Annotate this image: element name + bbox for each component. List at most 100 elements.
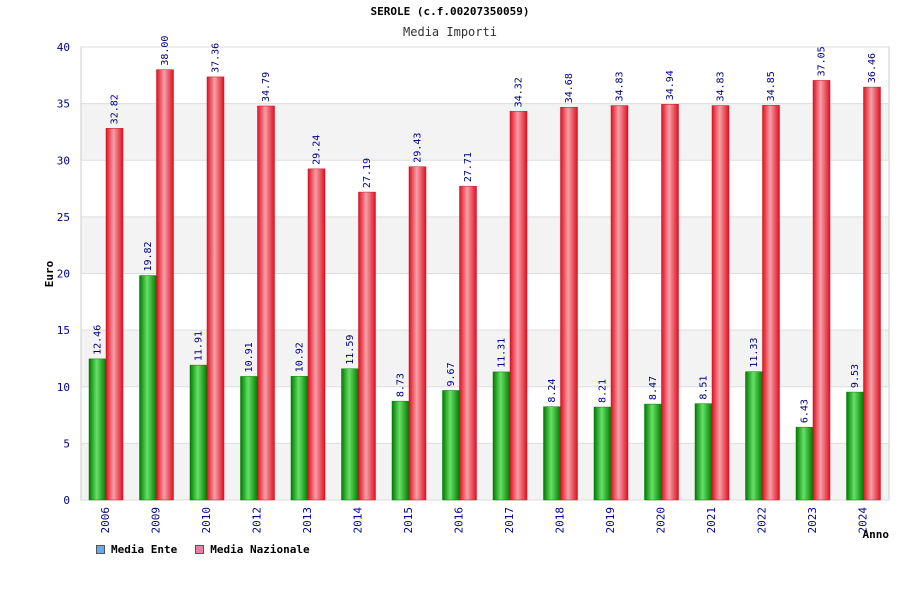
legend-item-nazionale: Media Nazionale xyxy=(195,543,310,556)
x-tick-label: 2012 xyxy=(251,507,264,534)
x-tick-label: 2006 xyxy=(99,507,112,534)
bar-media-nazionale xyxy=(307,168,326,501)
data-label: 8.24 xyxy=(547,379,558,403)
data-label: 9.53 xyxy=(850,364,861,388)
x-tick-label: 2022 xyxy=(756,507,769,534)
bar-media-ente xyxy=(290,376,309,501)
legend-item-ente: Media Ente xyxy=(96,543,177,556)
bar-media-ente xyxy=(694,403,713,501)
data-label: 34.94 xyxy=(665,70,676,100)
x-tick-label: 2010 xyxy=(200,507,213,534)
legend: Media Ente Media Nazionale xyxy=(96,543,310,556)
y-tick-label: 5 xyxy=(63,437,70,450)
y-tick-label: 20 xyxy=(57,268,70,281)
chart-subtitle: Media Importi xyxy=(403,25,497,39)
x-tick-label: 2019 xyxy=(604,507,617,534)
bar-media-ente xyxy=(240,376,258,501)
data-label: 8.21 xyxy=(598,379,609,403)
data-label: 11.33 xyxy=(749,338,760,368)
bar-media-ente xyxy=(139,275,157,501)
bar-media-ente xyxy=(644,403,662,501)
data-label: 9.67 xyxy=(446,362,457,386)
x-tick-label: 2021 xyxy=(705,507,718,534)
data-label: 34.83 xyxy=(615,71,626,101)
data-label: 19.82 xyxy=(143,241,154,271)
y-tick-label: 40 xyxy=(57,41,70,54)
data-label: 36.46 xyxy=(867,53,878,83)
data-label: 37.05 xyxy=(817,46,828,76)
bar-media-ente xyxy=(341,368,359,501)
legend-swatch-nazionale xyxy=(195,545,205,554)
bar-media-nazionale xyxy=(206,76,225,501)
data-label: 11.91 xyxy=(194,331,205,361)
legend-swatch-ente xyxy=(96,545,105,554)
bar-media-ente xyxy=(492,371,511,501)
x-tick-label: 2014 xyxy=(352,507,365,534)
bar-media-nazionale xyxy=(459,185,477,501)
bar-media-ente xyxy=(442,390,460,501)
bar-media-ente xyxy=(543,406,561,501)
data-label: 8.51 xyxy=(699,376,710,400)
bar-media-nazionale xyxy=(711,105,730,501)
data-label: 34.85 xyxy=(766,71,777,101)
y-tick-label: 10 xyxy=(57,381,70,394)
bar-media-ente xyxy=(593,406,612,501)
data-label: 29.43 xyxy=(413,133,424,163)
bar-media-nazionale xyxy=(408,166,427,501)
data-label: 38.00 xyxy=(160,36,171,66)
bar-media-nazionale xyxy=(257,105,275,501)
bar-media-nazionale xyxy=(610,105,629,501)
data-label: 34.79 xyxy=(261,72,272,102)
data-label: 11.59 xyxy=(345,335,356,365)
data-label: 34.68 xyxy=(564,73,575,103)
bar-media-nazionale xyxy=(156,69,174,501)
bar-media-nazionale xyxy=(509,111,528,501)
x-tick-label: 2023 xyxy=(806,507,819,534)
x-tick-label: 2017 xyxy=(503,507,516,534)
y-tick-label: 15 xyxy=(57,324,70,337)
y-axis-label: Euro xyxy=(43,260,56,287)
data-label: 10.92 xyxy=(295,342,306,372)
x-tick-label: 2016 xyxy=(453,507,466,534)
data-label: 11.31 xyxy=(497,338,508,368)
bar-media-ente xyxy=(846,391,864,501)
data-label: 29.24 xyxy=(312,135,323,165)
x-tick-label: 2009 xyxy=(150,507,163,534)
bar-media-ente xyxy=(88,358,107,501)
bar-media-nazionale xyxy=(560,106,578,501)
data-label: 32.82 xyxy=(110,94,121,124)
bar-media-ente xyxy=(795,426,814,501)
data-label: 34.83 xyxy=(716,71,727,101)
x-tick-label: 2018 xyxy=(554,507,567,534)
bar-media-ente xyxy=(189,364,208,501)
data-label: 12.46 xyxy=(93,325,104,355)
x-axis-label: Anno xyxy=(863,528,890,541)
data-label: 6.43 xyxy=(800,399,811,423)
bar-media-nazionale xyxy=(863,86,881,501)
x-tick-label: 2024 xyxy=(857,507,870,534)
bar-media-nazionale xyxy=(762,105,780,501)
x-tick-label: 2013 xyxy=(301,507,314,534)
bar-media-nazionale xyxy=(812,80,831,501)
y-tick-label: 35 xyxy=(57,98,70,111)
bar-media-nazionale xyxy=(661,104,679,501)
data-label: 8.47 xyxy=(648,376,659,400)
x-tick-label: 2020 xyxy=(655,507,668,534)
x-tick-label: 2015 xyxy=(402,507,415,534)
y-tick-label: 30 xyxy=(57,154,70,167)
y-tick-label: 0 xyxy=(63,494,70,507)
bar-media-nazionale xyxy=(105,128,124,501)
bar-media-ente xyxy=(391,400,410,501)
data-label: 27.71 xyxy=(463,152,474,182)
bar-media-nazionale xyxy=(358,191,376,501)
data-label: 8.73 xyxy=(396,373,407,397)
data-label: 27.19 xyxy=(362,158,373,188)
data-label: 37.36 xyxy=(211,43,222,73)
data-label: 10.91 xyxy=(244,342,255,372)
legend-label-ente: Media Ente xyxy=(111,543,178,556)
bar-media-ente xyxy=(745,371,763,501)
y-tick-label: 25 xyxy=(57,211,70,224)
data-label: 34.32 xyxy=(514,77,525,107)
legend-label-nazionale: Media Nazionale xyxy=(210,543,310,556)
